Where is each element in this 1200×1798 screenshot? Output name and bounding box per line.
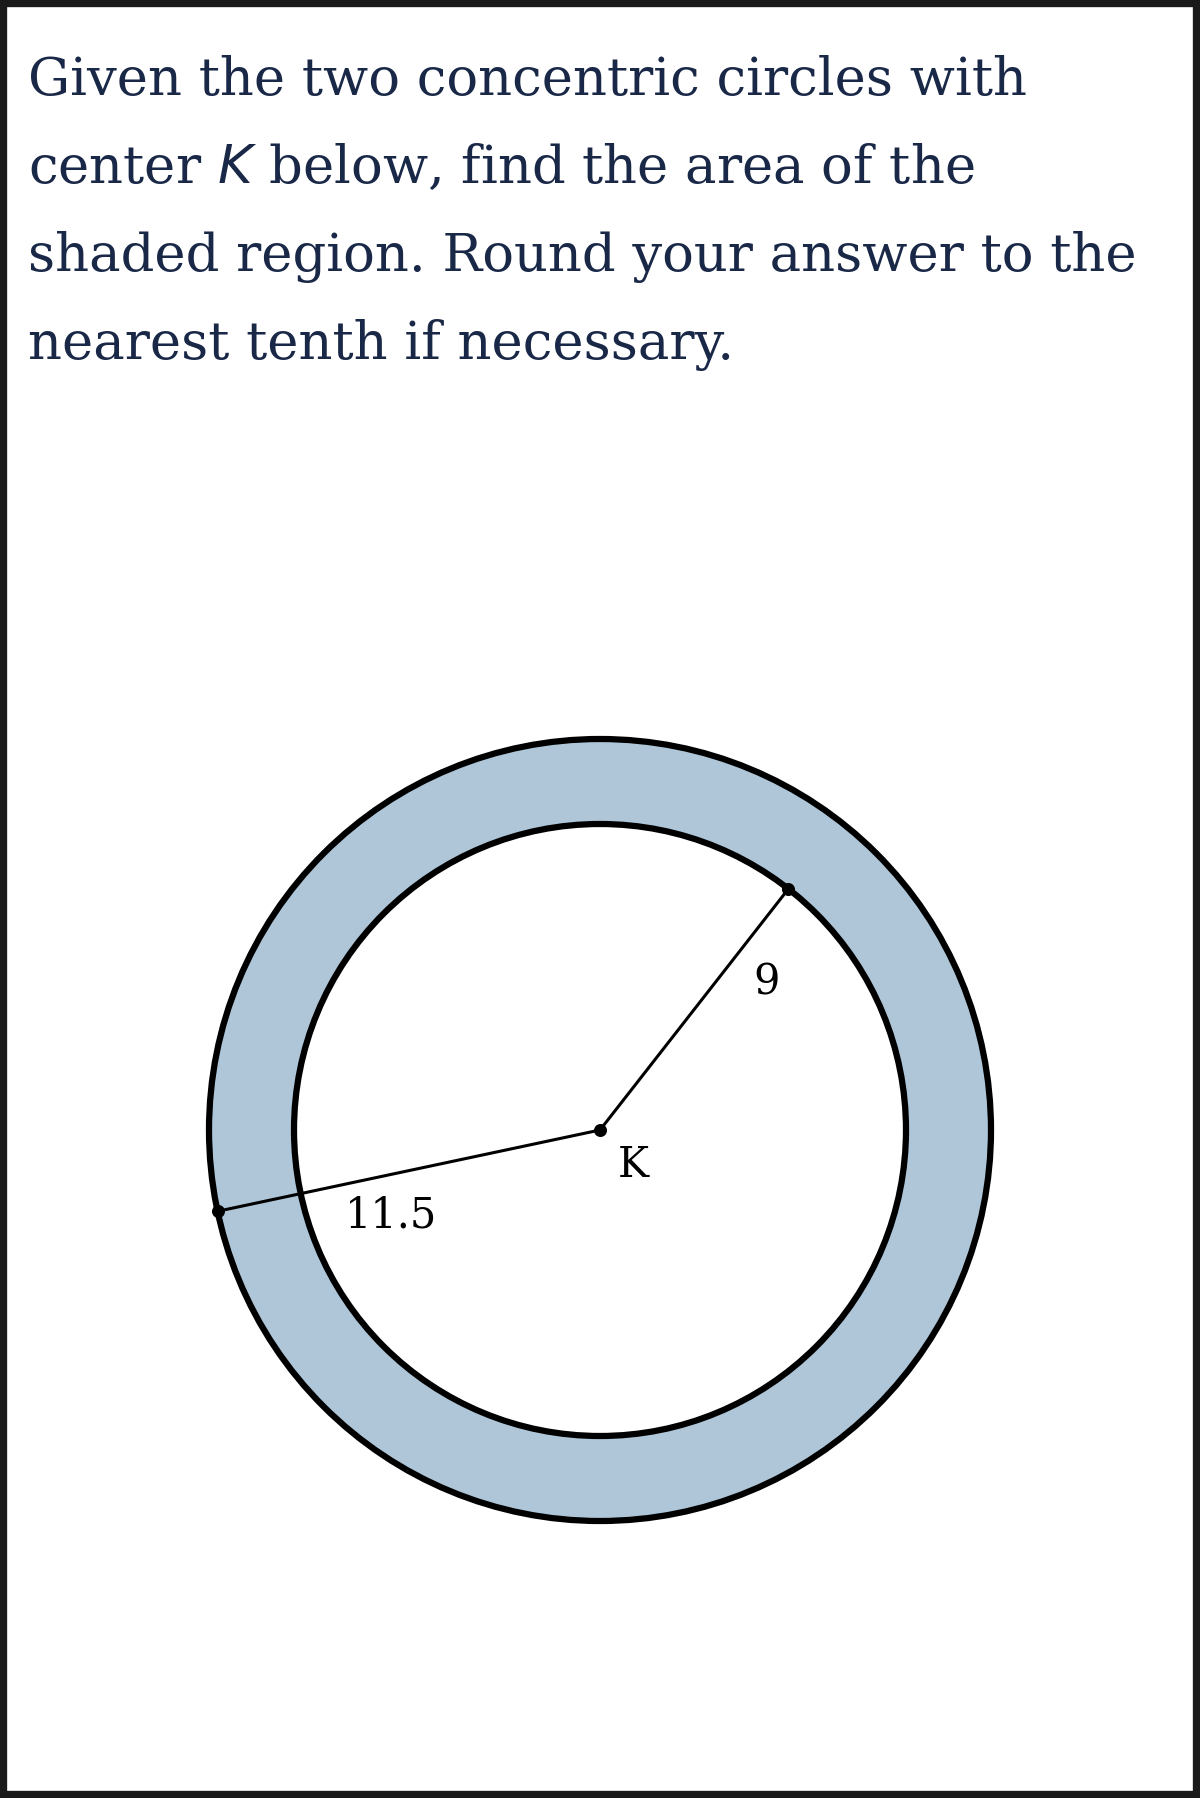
Text: K: K — [618, 1144, 649, 1187]
Text: 9: 9 — [754, 962, 780, 1003]
Circle shape — [209, 739, 991, 1521]
Text: shaded region. Round your answer to the: shaded region. Round your answer to the — [28, 230, 1136, 282]
Text: Given the two concentric circles with: Given the two concentric circles with — [28, 56, 1027, 106]
Text: 11.5: 11.5 — [344, 1194, 437, 1237]
Point — [208, 1197, 227, 1226]
Text: center $K$ below, find the area of the: center $K$ below, find the area of the — [28, 144, 974, 194]
Text: nearest tenth if necessary.: nearest tenth if necessary. — [28, 318, 734, 370]
Point — [779, 874, 798, 903]
Point — [590, 1115, 610, 1144]
Circle shape — [294, 823, 906, 1437]
